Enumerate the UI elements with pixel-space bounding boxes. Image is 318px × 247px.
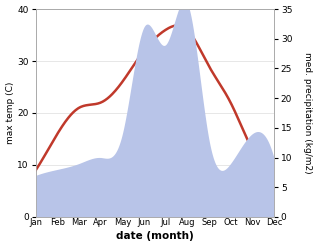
Y-axis label: med. precipitation (kg/m2): med. precipitation (kg/m2) xyxy=(303,52,313,174)
X-axis label: date (month): date (month) xyxy=(116,231,194,242)
Y-axis label: max temp (C): max temp (C) xyxy=(5,82,15,144)
